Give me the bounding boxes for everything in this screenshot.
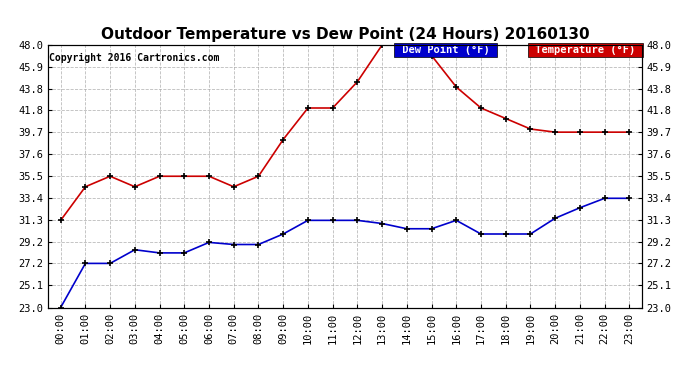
Text: Dew Point (°F): Dew Point (°F) <box>396 45 496 55</box>
Text: Temperature (°F): Temperature (°F) <box>529 45 642 55</box>
Title: Outdoor Temperature vs Dew Point (24 Hours) 20160130: Outdoor Temperature vs Dew Point (24 Hou… <box>101 27 589 42</box>
Text: Copyright 2016 Cartronics.com: Copyright 2016 Cartronics.com <box>50 53 220 63</box>
